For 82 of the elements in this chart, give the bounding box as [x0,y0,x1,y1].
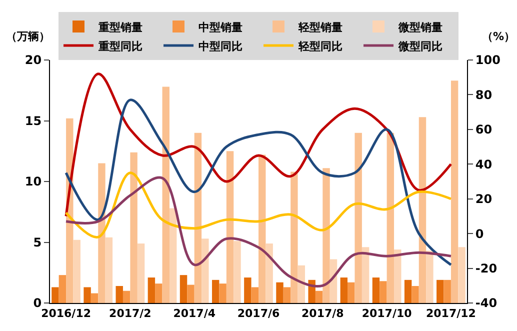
line-series [64,98,452,266]
bar [386,132,394,303]
x-tick-label: 2017/8 [302,307,344,320]
y2-axis-title: （%） [482,30,516,43]
bar [404,280,412,303]
bar [122,290,130,303]
y2-tick-label: 80 [475,88,492,102]
y-tick-label: 5 [33,235,42,250]
bar [169,208,177,303]
bar [137,243,145,303]
bar [73,240,80,303]
bar [219,284,226,303]
legend-label: 轻型同比 [298,40,342,53]
bar [266,243,273,303]
x-tick-label: 2017/2 [109,307,152,320]
x-tick-label: 2017/12 [426,307,476,320]
line-series [64,172,452,238]
bar [362,247,370,303]
bar [258,154,266,303]
bar [290,172,298,303]
bar [212,280,220,303]
bar [116,286,123,303]
legend-label: 重型同比 [98,40,142,53]
bar [58,275,66,303]
bar [372,277,380,303]
legend-label: 重型销量 [98,20,142,34]
bar [450,80,458,303]
x-tick-label: 2017/4 [173,307,216,320]
x-tick-label: 2017/10 [362,307,412,320]
bar [234,241,241,303]
bar [348,282,355,303]
bar [90,293,98,303]
bar [251,287,258,303]
y-tick-label: 10 [24,174,42,189]
bar [226,151,234,303]
bar [187,284,194,303]
y2-tick-label: 0 [475,226,484,241]
bar [283,287,291,303]
bar [162,86,170,303]
legend-label: 中型同比 [198,40,242,53]
y-tick-label: 15 [24,114,42,128]
bar [105,237,113,303]
bar [244,277,252,303]
x-tick-label: 2016/12 [41,307,92,320]
bar [148,277,156,303]
bar [315,290,323,303]
bar [436,280,444,303]
bar [52,287,59,303]
line-series [64,72,452,218]
bar [394,250,402,303]
y-tick-label: 20 [24,53,42,68]
y-axis-title: （万辆） [6,30,50,43]
bar [322,168,330,303]
bar [380,281,387,303]
y-tick-label: 0 [33,296,42,310]
y2-tick-label: 40 [475,157,492,172]
bar [276,282,284,303]
y2-tick-label: -40 [475,296,498,310]
bar [98,163,106,303]
bar [426,250,434,303]
y2-tick-label: -20 [475,261,498,276]
bar [84,287,91,303]
legend-label: 轻型销量 [298,20,342,34]
bar [180,275,188,303]
legend-label: 微型销量 [398,20,442,34]
legend-label: 中型销量 [198,20,242,34]
bar [412,286,419,303]
line-series [64,176,452,288]
bar [458,247,466,303]
bar [130,152,138,303]
y2-tick-label: 100 [475,53,500,68]
y2-tick-label: 60 [475,122,492,137]
bar [194,132,202,303]
bar [340,277,348,303]
x-tick-label: 2017/6 [237,307,280,320]
y2-tick-label: 20 [475,192,492,206]
bar [155,284,162,303]
bar [202,238,209,303]
bar [354,132,362,303]
bar [418,117,426,303]
bar [444,280,451,303]
legend-label: 微型同比 [398,40,442,53]
